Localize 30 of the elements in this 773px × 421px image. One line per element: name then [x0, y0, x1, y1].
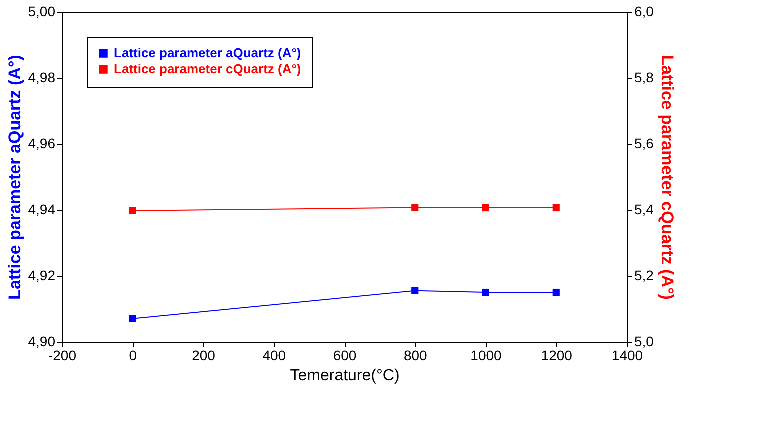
legend-label: Lattice parameter aQuartz (A°): [114, 46, 302, 60]
y-tick-label: 4,92: [28, 268, 56, 284]
y-tick-label: 4,96: [28, 136, 56, 152]
y-tick-label: 4,98: [28, 70, 56, 86]
x-axis-title: Temerature(°C): [290, 368, 400, 384]
y2-tick-label: 5,6: [634, 136, 654, 152]
x-tick-label: 0: [129, 348, 138, 364]
point: [129, 315, 136, 322]
y-tick-label: 5,00: [28, 4, 56, 20]
y-axis-title: Lattice parameter aQuartz (A°): [5, 55, 24, 300]
x-tick-label: 400: [262, 348, 286, 364]
x-tick-label: 600: [333, 348, 357, 364]
y2-tick-label: 5,8: [634, 70, 654, 86]
y2-tick-label: 5,0: [634, 334, 654, 350]
x-tick-label: -200: [48, 348, 77, 364]
point: [482, 288, 490, 296]
y2-axis-title: Lattice parameter cQuartz (A°): [658, 55, 677, 300]
x-tick-label: 1200: [541, 348, 573, 364]
y2-tick-label: 5,4: [634, 202, 654, 218]
y2-tick-label: 6,0: [634, 4, 654, 20]
legend-label: Lattice parameter cQuartz (A°): [114, 62, 302, 76]
x-tick-label: 200: [192, 348, 216, 364]
y-tick-label: 4,90: [28, 334, 56, 350]
point: [552, 288, 560, 296]
y-tick-label: 4,94: [28, 202, 56, 218]
x-tick-label: 1400: [612, 348, 644, 364]
x-tick-label: 800: [404, 348, 428, 364]
x-tick-label: 1000: [470, 348, 502, 364]
y2-tick-label: 5,2: [634, 268, 654, 284]
point: [412, 287, 419, 294]
